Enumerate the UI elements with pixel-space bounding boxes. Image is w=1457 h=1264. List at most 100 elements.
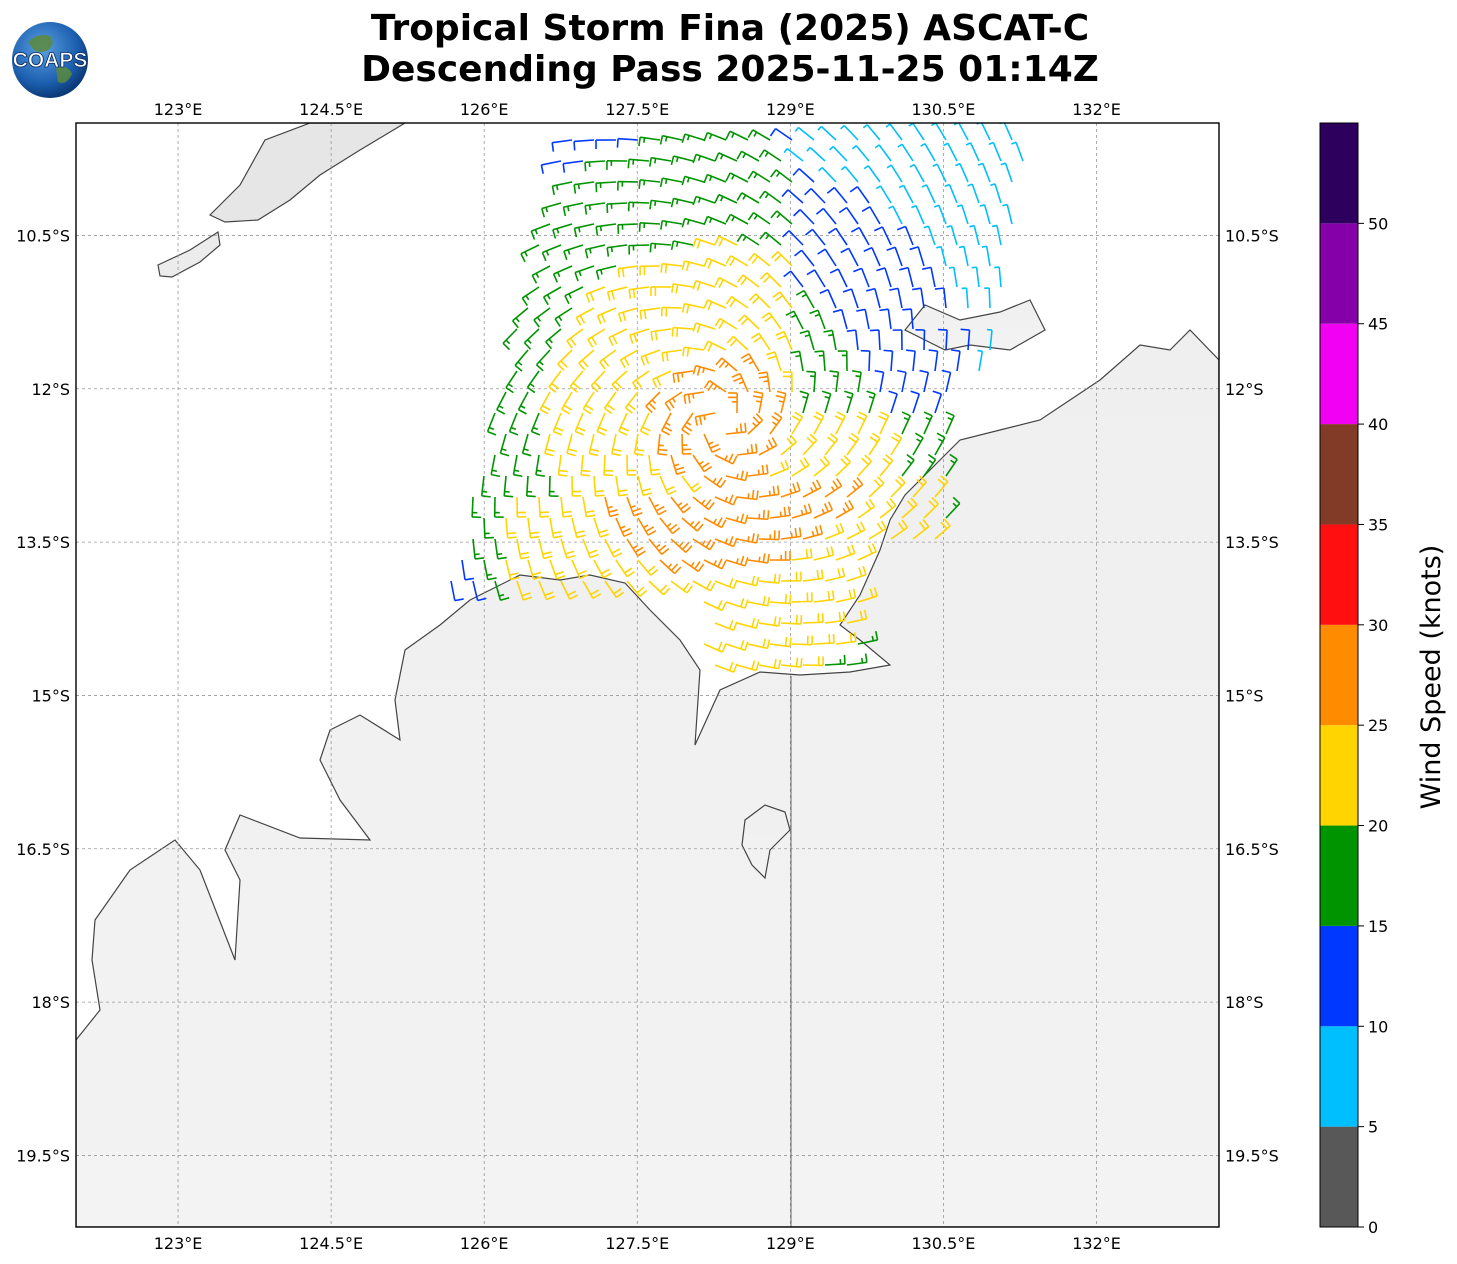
barb-feather xyxy=(873,479,882,487)
wind-barb xyxy=(593,517,610,538)
wind-barb xyxy=(526,370,540,394)
barb-feather xyxy=(527,339,532,344)
wind-barb xyxy=(548,370,562,394)
barb-feather xyxy=(757,469,760,475)
barb-feather xyxy=(667,563,673,569)
barb-feather xyxy=(800,509,804,516)
wind-barb xyxy=(758,437,778,456)
barb-feather xyxy=(558,474,568,477)
barb-shaft xyxy=(651,328,672,333)
barb-shaft xyxy=(791,600,813,603)
barb-feather xyxy=(852,370,862,374)
barb-shaft xyxy=(692,496,710,511)
wind-barb xyxy=(892,329,903,351)
wind-barb xyxy=(802,524,824,540)
barb-shaft xyxy=(884,267,892,288)
barb-feather xyxy=(627,403,636,411)
wind-barb xyxy=(703,380,727,393)
barb-shaft xyxy=(802,621,824,624)
barb-feather xyxy=(623,531,633,538)
barb-shaft xyxy=(512,454,518,475)
barb-shaft xyxy=(707,257,727,267)
wind-barb xyxy=(560,580,579,600)
barb-feather xyxy=(770,210,778,219)
wind-barb xyxy=(846,565,867,582)
barb-feather xyxy=(566,554,576,559)
barb-shaft xyxy=(574,265,595,274)
barb-shaft xyxy=(633,433,639,454)
wind-barb xyxy=(494,580,510,602)
barb-feather xyxy=(702,367,705,374)
barb-shaft xyxy=(758,493,779,498)
wind-barb xyxy=(861,206,881,225)
barb-feather xyxy=(809,309,819,315)
wind-barb xyxy=(971,266,980,288)
wind-barb xyxy=(569,370,584,393)
barb-feather xyxy=(665,485,675,492)
barb-shaft xyxy=(938,205,947,225)
barb-feather xyxy=(863,165,869,170)
wind-barb xyxy=(775,390,787,414)
barb-feather xyxy=(902,308,912,311)
wind-barb xyxy=(552,412,564,436)
wind-barb xyxy=(890,519,909,540)
barb-shaft xyxy=(725,517,746,525)
barb-shaft xyxy=(846,393,854,414)
barb-feather xyxy=(732,579,738,589)
wind-barb xyxy=(525,475,536,498)
barb-shaft xyxy=(544,433,551,454)
barb-feather xyxy=(949,453,958,461)
wind-barb xyxy=(915,328,926,351)
barb-feather xyxy=(820,569,824,579)
wind-barb xyxy=(538,580,556,601)
barb-shaft xyxy=(917,246,925,267)
wind-barb xyxy=(533,307,551,328)
barb-shaft xyxy=(936,163,947,183)
barb-feather xyxy=(836,411,846,417)
barb-feather xyxy=(510,576,520,581)
lat-tick-right-2: 13.5°S xyxy=(1225,533,1279,552)
barb-shaft xyxy=(769,514,790,519)
barb-feather xyxy=(751,255,759,264)
barb-shaft xyxy=(769,467,789,477)
barb-shaft xyxy=(695,279,716,288)
wind-barb xyxy=(890,432,903,456)
wind-barb xyxy=(593,559,612,579)
barb-feather xyxy=(541,208,546,218)
wind-barb xyxy=(520,244,540,263)
wind-barb xyxy=(1000,162,1013,183)
barb-shaft xyxy=(588,433,595,454)
wind-barb xyxy=(945,496,961,519)
barb-shaft xyxy=(615,475,620,496)
barb-shaft xyxy=(824,575,845,582)
wind-barb xyxy=(782,371,793,393)
barb-feather xyxy=(638,179,641,189)
barb-feather xyxy=(692,154,697,164)
barb-feather xyxy=(761,312,770,319)
barb-feather xyxy=(937,438,944,443)
barb-shaft xyxy=(593,475,597,497)
barb-feather xyxy=(581,469,591,473)
wind-barb xyxy=(584,244,606,259)
barb-feather xyxy=(686,304,690,314)
wind-barb xyxy=(965,142,980,162)
barb-feather xyxy=(732,455,738,465)
wind-barb xyxy=(857,498,876,519)
wind-barb xyxy=(541,202,562,218)
barb-feather xyxy=(862,124,868,129)
barb-shaft xyxy=(868,437,881,456)
map-frame xyxy=(75,122,1220,1228)
wind-barb xyxy=(906,349,916,372)
barb-feather xyxy=(548,338,553,344)
barb-shaft xyxy=(582,496,588,517)
barb-shaft xyxy=(480,475,485,496)
barb-feather xyxy=(778,400,784,403)
wind-barb xyxy=(629,328,650,344)
barb-shaft xyxy=(672,326,694,330)
lat-tick-right-0: 10.5°S xyxy=(1225,226,1279,245)
wind-barb xyxy=(769,636,792,648)
barb-feather xyxy=(806,146,811,152)
barb-feather xyxy=(653,503,660,508)
barb-feather xyxy=(827,590,831,601)
barb-shaft xyxy=(869,206,881,225)
